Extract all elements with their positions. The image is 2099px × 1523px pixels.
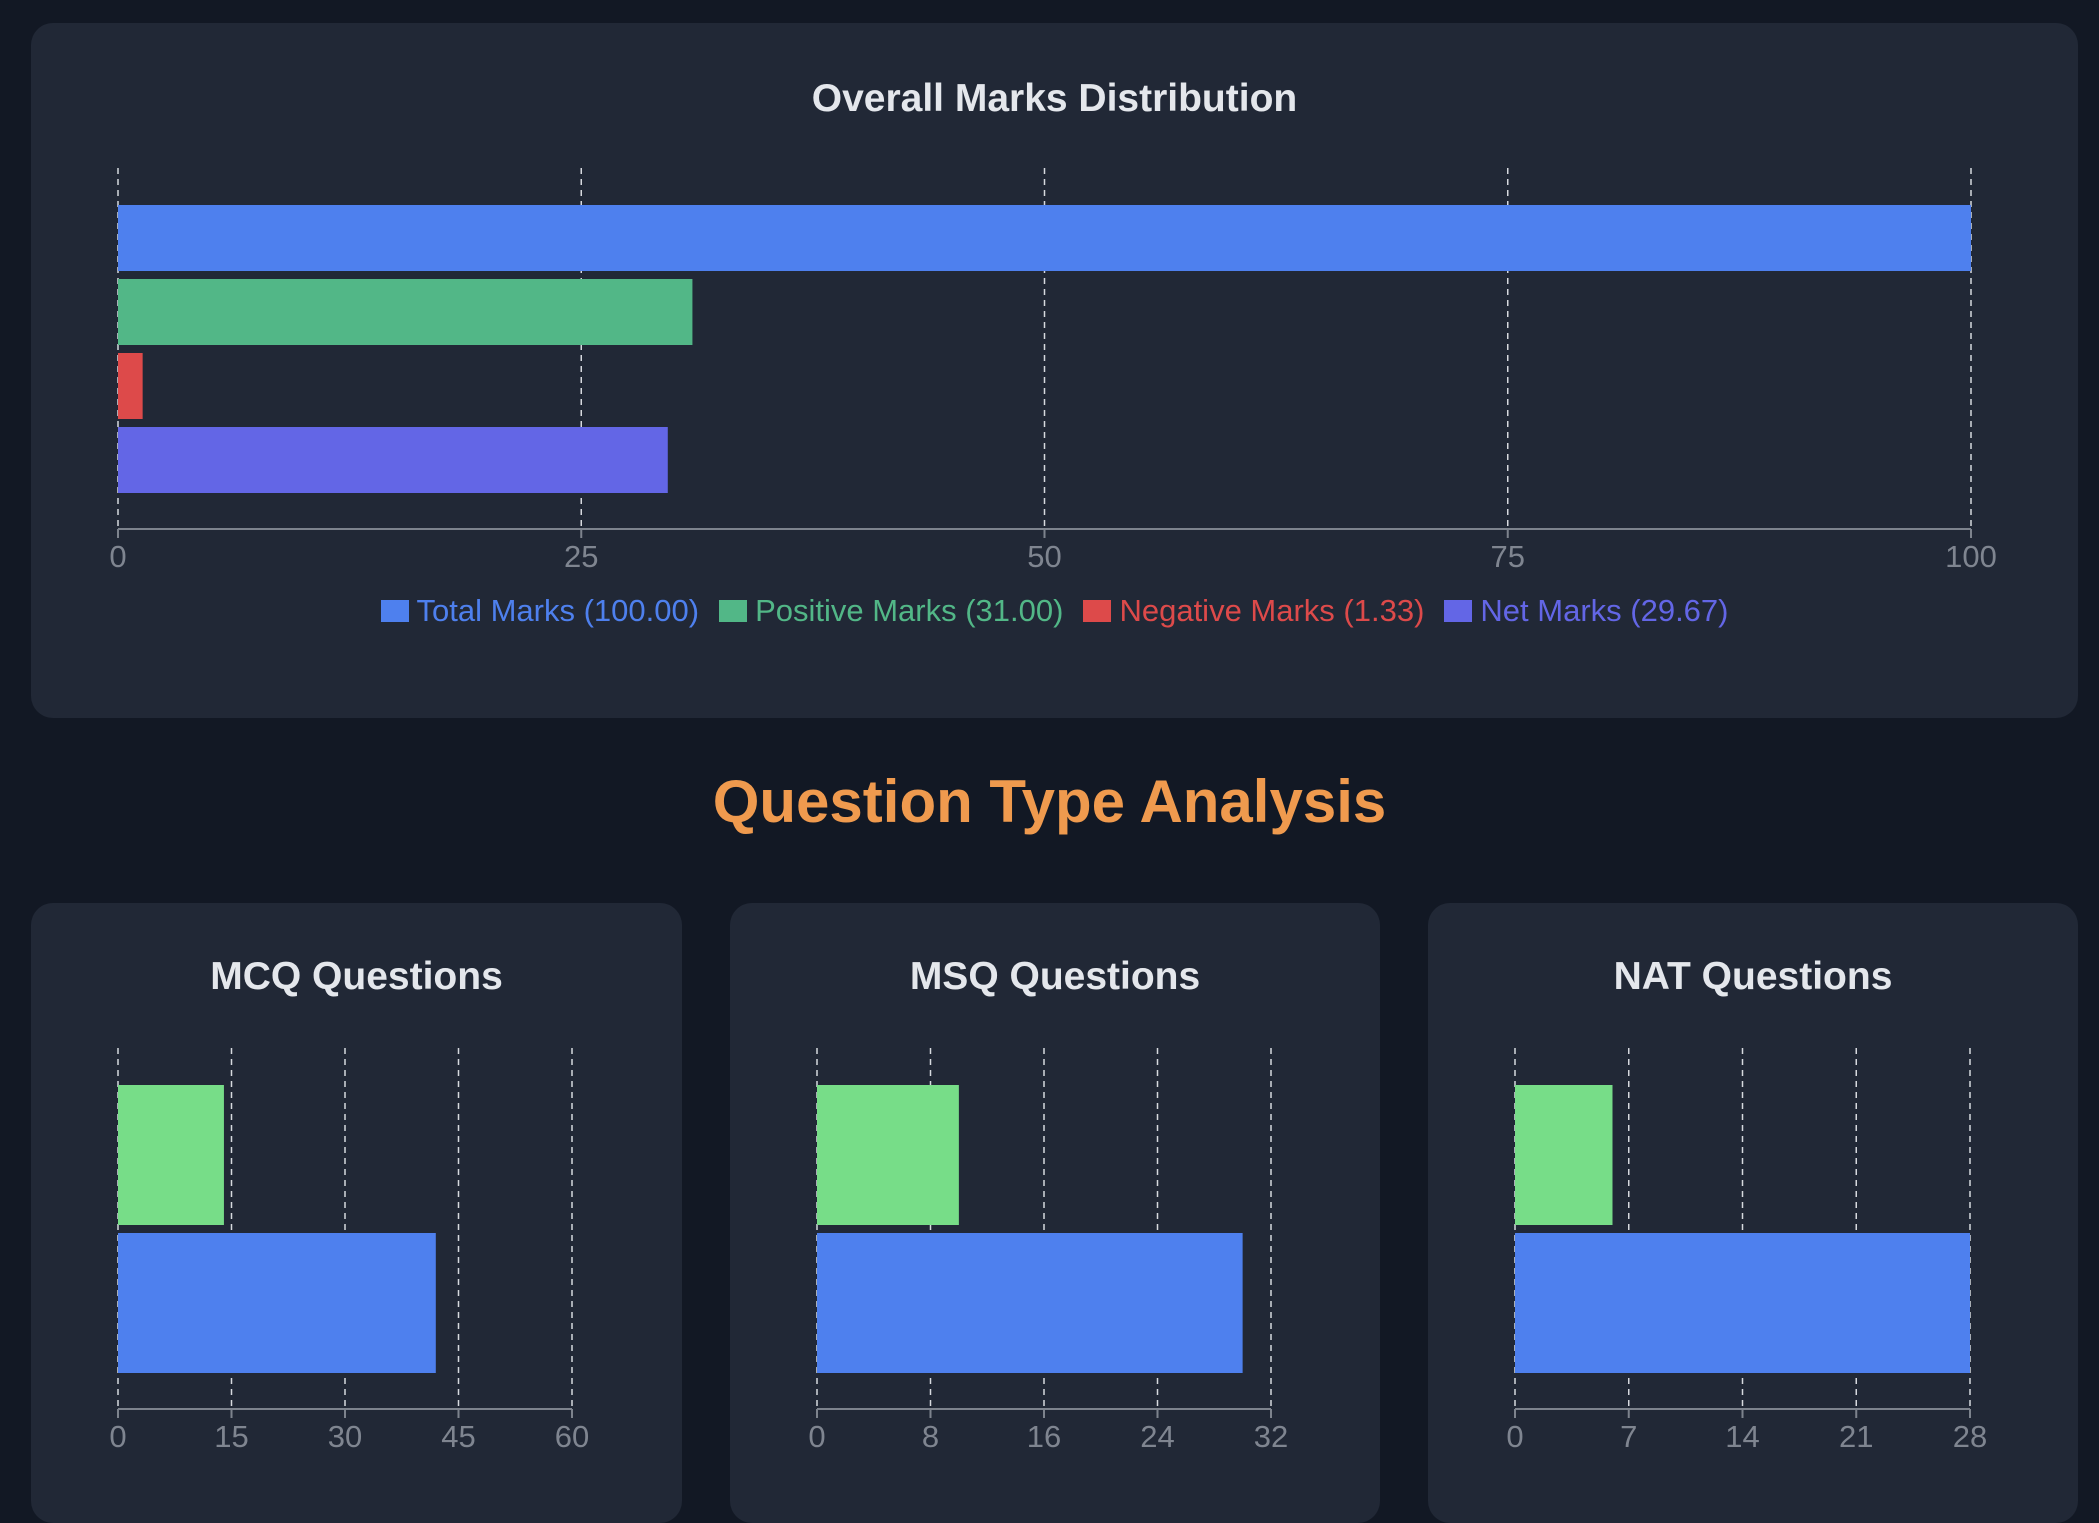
section-heading: Question Type Analysis — [712, 768, 1387, 835]
x-tick-label: 50 — [1027, 539, 1061, 574]
x-tick-label: 30 — [328, 1419, 362, 1454]
overall-chart-title: Overall Marks Distribution — [811, 77, 1298, 120]
legend-swatch — [1083, 600, 1112, 622]
nat-chart-card: NAT Questions 0 7 14 21 28 — [1428, 903, 2078, 1523]
bar — [118, 279, 693, 345]
legend-swatch — [1444, 600, 1473, 622]
legend-label: Negative Marks (1.33) — [1119, 593, 1425, 628]
x-tick-label: 21 — [1839, 1419, 1873, 1454]
x-tick-label: 45 — [441, 1419, 475, 1454]
legend-item[interactable]: Positive Marks (31.00) — [719, 593, 1063, 629]
legend-label: Positive Marks (31.00) — [755, 593, 1064, 628]
x-tick-label: 100 — [1945, 539, 1997, 574]
x-tick-label: 75 — [1491, 539, 1525, 574]
x-tick-label: 28 — [1953, 1419, 1987, 1454]
mcq-chart-title: MCQ Questions — [210, 955, 503, 998]
x-tick-label: 24 — [1140, 1419, 1174, 1454]
bar — [118, 427, 668, 493]
bar — [1515, 1233, 1970, 1373]
bar — [817, 1085, 959, 1225]
x-tick-label: 8 — [922, 1419, 939, 1454]
overall-chart-card: Overall Marks Distribution 0 25 50 75 100 To… — [31, 23, 2078, 718]
legend-item[interactable]: Net Marks (29.67) — [1444, 593, 1728, 629]
x-tick-label: 32 — [1254, 1419, 1288, 1454]
x-tick-label: 16 — [1027, 1419, 1061, 1454]
x-tick-label: 0 — [808, 1419, 825, 1454]
x-tick-label: 15 — [214, 1419, 248, 1454]
bar — [118, 1233, 436, 1373]
legend-item[interactable]: Total Marks (100.00) — [380, 593, 700, 629]
overall-chart: 0 25 50 75 100 — [109, 168, 1997, 574]
legend-label: Total Marks (100.00) — [416, 593, 700, 628]
legend-swatch — [719, 600, 748, 622]
mcq-chart: 0 15 30 45 60 — [109, 1048, 589, 1454]
x-tick-label: 60 — [555, 1419, 589, 1454]
x-tick-label: 14 — [1725, 1419, 1759, 1454]
bar — [118, 205, 1971, 271]
mcq-chart-card: MCQ Questions 0 15 30 45 60 — [31, 903, 682, 1523]
nat-chart-title: NAT Questions — [1613, 955, 1893, 998]
bar — [118, 1085, 224, 1225]
x-tick-label: 0 — [1506, 1419, 1523, 1454]
legend-label: Net Marks (29.67) — [1480, 593, 1729, 628]
nat-chart: 0 7 14 21 28 — [1506, 1048, 1987, 1454]
x-tick-label: 0 — [109, 539, 126, 574]
bar — [118, 353, 143, 419]
msq-chart-card: MSQ Questions 0 8 16 24 32 — [730, 903, 1380, 1523]
x-tick-label: 25 — [564, 539, 598, 574]
bar — [1515, 1085, 1613, 1225]
legend-swatch — [380, 600, 409, 622]
overall-legend: Total Marks (100.00) Positive Marks (31.0… — [31, 593, 2078, 629]
msq-chart: 0 8 16 24 32 — [808, 1048, 1288, 1454]
bar — [817, 1233, 1243, 1373]
msq-chart-title: MSQ Questions — [909, 955, 1201, 998]
x-tick-label: 0 — [109, 1419, 126, 1454]
legend-item[interactable]: Negative Marks (1.33) — [1083, 593, 1424, 629]
x-tick-label: 7 — [1620, 1419, 1637, 1454]
